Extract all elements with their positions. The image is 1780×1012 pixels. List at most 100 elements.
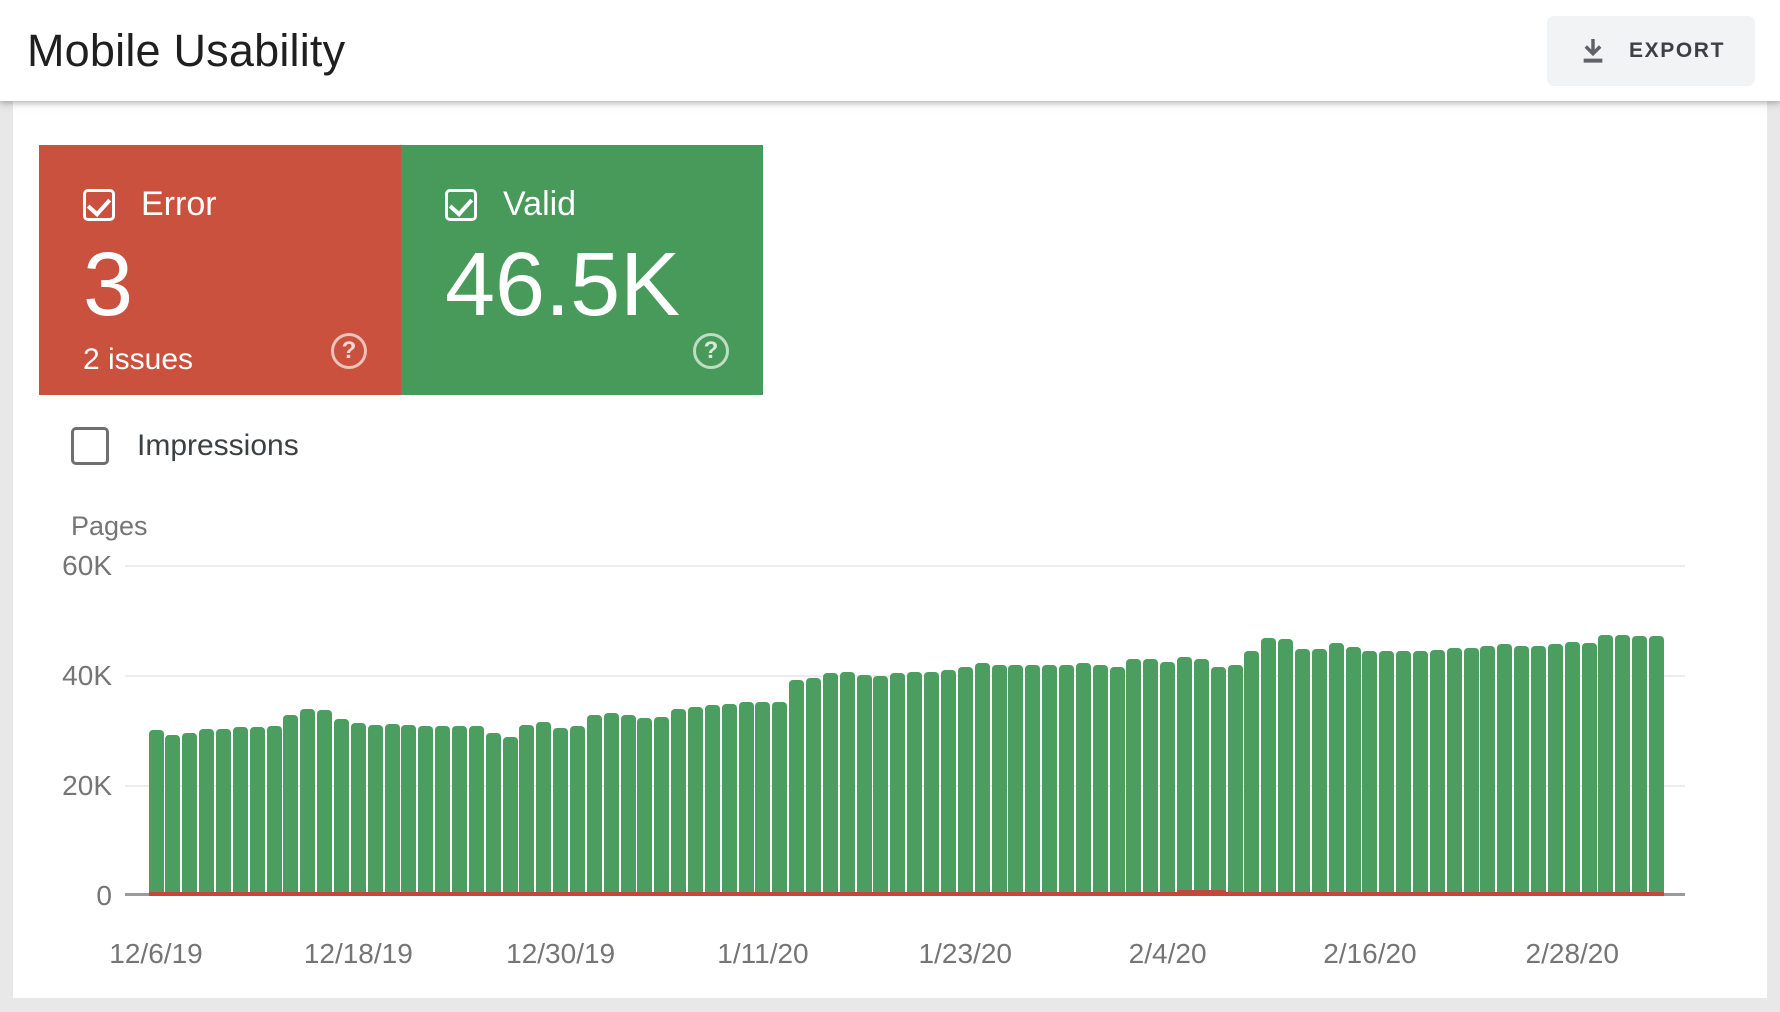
chart-bar-valid[interactable] <box>586 714 602 892</box>
chart-bar-valid[interactable] <box>1429 650 1445 892</box>
chart-bar-valid[interactable] <box>1564 642 1580 892</box>
export-button[interactable]: EXPORT <box>1547 15 1755 86</box>
chart-bar-valid[interactable] <box>1075 663 1091 892</box>
chart-bar-valid[interactable] <box>1379 650 1395 892</box>
error-line[interactable] <box>148 892 1665 896</box>
chart-bar-valid[interactable] <box>1193 658 1209 892</box>
chart-bar-valid[interactable] <box>1615 634 1631 892</box>
chart-bar-valid[interactable] <box>873 675 889 892</box>
chart-bar-valid[interactable] <box>1446 648 1462 892</box>
chart-bar-valid[interactable] <box>384 724 400 892</box>
chart-bar-valid[interactable] <box>721 704 737 892</box>
chart-bar-valid[interactable] <box>1058 665 1074 892</box>
chart-bar-valid[interactable] <box>1311 648 1327 892</box>
chart-bar-valid[interactable] <box>182 732 198 892</box>
chart-bar-valid[interactable] <box>974 663 990 892</box>
chart-bar-valid[interactable] <box>1413 650 1428 892</box>
chart-bar-valid[interactable] <box>940 670 956 892</box>
chart-bar-valid[interactable] <box>1278 639 1294 892</box>
chart-bar-valid[interactable] <box>924 672 940 892</box>
chart-bar-valid[interactable] <box>957 667 973 892</box>
chart-bar-valid[interactable] <box>401 725 417 892</box>
chart-bar-valid[interactable] <box>367 724 383 892</box>
chart-bar-valid[interactable] <box>165 734 181 892</box>
chart-bar-valid[interactable] <box>704 705 720 892</box>
chart-bar-valid[interactable] <box>1328 642 1344 892</box>
chart-bar-valid[interactable] <box>1362 650 1378 892</box>
chart-bar-valid[interactable] <box>1092 664 1108 892</box>
chart-bar-valid[interactable] <box>1244 650 1260 892</box>
error-card[interactable]: Error 3 2 issues ? <box>39 145 401 395</box>
chart-bar-valid[interactable] <box>1649 636 1665 892</box>
chart-bar-valid[interactable] <box>1025 664 1041 892</box>
chart-bar-valid[interactable] <box>620 715 636 892</box>
chart-bar-valid[interactable] <box>822 673 838 892</box>
valid-card[interactable]: Valid 46.5K ? <box>401 145 763 395</box>
error-issues-label: 2 issues <box>83 342 194 376</box>
chart-bar-valid[interactable] <box>637 717 653 892</box>
valid-checkbox[interactable] <box>445 188 477 221</box>
chart-bar-valid[interactable] <box>536 722 552 892</box>
chart-bar-valid[interactable] <box>1632 635 1648 892</box>
chart-bar-valid[interactable] <box>1480 645 1496 892</box>
chart-bar-valid[interactable] <box>839 672 855 892</box>
chart-bar-valid[interactable] <box>1294 648 1310 892</box>
chart-bar-valid[interactable] <box>451 725 467 892</box>
chart-bar-valid[interactable] <box>1396 650 1412 892</box>
chart-bar-valid[interactable] <box>789 680 805 892</box>
chart-bar-valid[interactable] <box>738 702 754 892</box>
chart-bar-valid[interactable] <box>856 675 872 892</box>
chart-bar-valid[interactable] <box>1581 642 1597 892</box>
chart-bar-valid[interactable] <box>249 727 265 892</box>
chart-bar-valid[interactable] <box>435 726 451 892</box>
chart-bar-valid[interactable] <box>688 707 704 892</box>
chart-bar-valid[interactable] <box>283 714 299 892</box>
chart-bar-valid[interactable] <box>1126 658 1142 892</box>
chart-bar-valid[interactable] <box>1042 664 1058 892</box>
help-icon[interactable]: ? <box>693 333 729 369</box>
chart-bar-valid[interactable] <box>1463 648 1479 892</box>
chart-bar-valid[interactable] <box>1210 666 1226 892</box>
chart-bar-valid[interactable] <box>772 701 788 892</box>
chart-bar-valid[interactable] <box>350 722 366 892</box>
chart-bar-valid[interactable] <box>300 709 316 892</box>
chart-bar-valid[interactable] <box>1531 646 1547 892</box>
chart-bar-valid[interactable] <box>1598 634 1614 892</box>
chart-bar-valid[interactable] <box>199 728 215 892</box>
chart-bar-valid[interactable] <box>1261 638 1277 892</box>
chart-bar-valid[interactable] <box>755 701 771 892</box>
chart-bar-valid[interactable] <box>991 664 1007 892</box>
chart-bar-valid[interactable] <box>485 733 501 892</box>
chart-bar-valid[interactable] <box>654 716 670 892</box>
chart-bar-valid[interactable] <box>1227 664 1243 892</box>
error-checkbox[interactable] <box>83 188 115 221</box>
chart-bar-valid[interactable] <box>806 677 822 892</box>
chart-bar-valid[interactable] <box>1345 647 1361 892</box>
chart-bar-valid[interactable] <box>1176 657 1192 892</box>
chart-bar-valid[interactable] <box>148 729 164 892</box>
chart-bar-valid[interactable] <box>502 737 518 892</box>
chart-bar-valid[interactable] <box>1109 667 1125 892</box>
chart-bar-valid[interactable] <box>215 728 231 892</box>
impressions-checkbox[interactable] <box>71 427 109 465</box>
chart-bar-valid[interactable] <box>553 727 569 892</box>
chart-bar-valid[interactable] <box>232 727 248 892</box>
chart-bar-valid[interactable] <box>1547 643 1563 892</box>
chart-bar-valid[interactable] <box>266 725 282 892</box>
chart-bar-valid[interactable] <box>890 673 906 892</box>
chart-bar-valid[interactable] <box>1160 661 1176 892</box>
chart-bar-valid[interactable] <box>1008 665 1024 892</box>
chart-bar-valid[interactable] <box>468 725 484 892</box>
chart-bar-valid[interactable] <box>603 713 619 892</box>
chart-bar-valid[interactable] <box>333 718 349 892</box>
chart-bar-valid[interactable] <box>1497 643 1513 892</box>
chart-bar-valid[interactable] <box>317 709 333 892</box>
chart-bar-valid[interactable] <box>519 724 535 892</box>
chart-bar-valid[interactable] <box>671 709 687 892</box>
chart-bar-valid[interactable] <box>907 672 923 892</box>
help-icon[interactable]: ? <box>331 333 367 369</box>
chart-bar-valid[interactable] <box>418 726 434 892</box>
chart-bar-valid[interactable] <box>1514 646 1530 892</box>
chart-bar-valid[interactable] <box>570 726 585 892</box>
chart-bar-valid[interactable] <box>1143 658 1159 892</box>
